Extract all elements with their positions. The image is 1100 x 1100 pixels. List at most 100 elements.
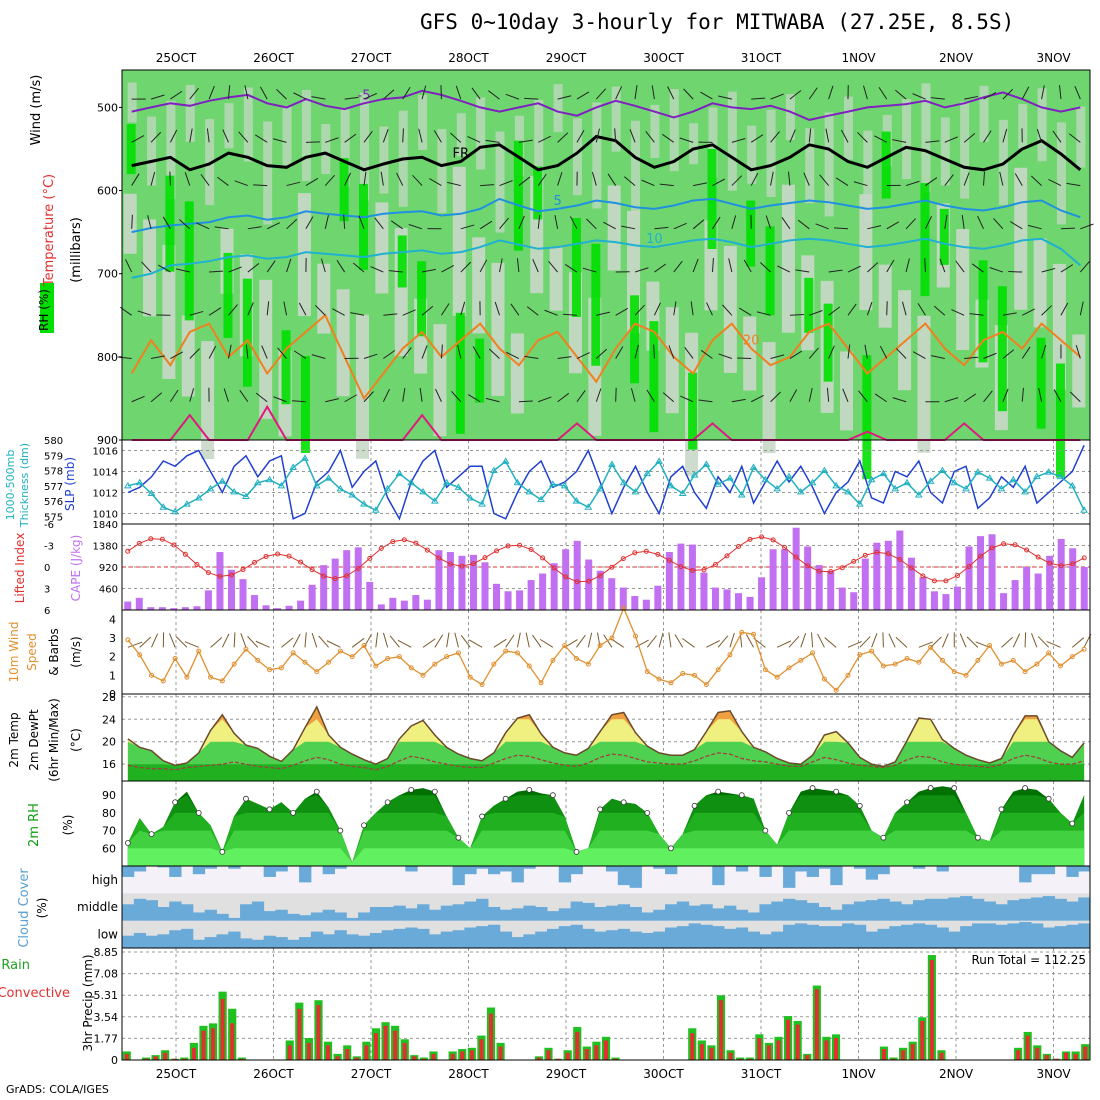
cloud-middle-bar (747, 912, 760, 921)
wind-barb (692, 219, 705, 230)
precip-convective-bar (373, 1033, 379, 1060)
cloud-low-bar (1007, 923, 1020, 948)
wind-speed-point (774, 674, 780, 680)
wind-barb (488, 348, 500, 359)
precip-convective-bar (901, 1050, 906, 1060)
rh-dry-cell (902, 99, 912, 180)
y-tick-label: 60 (102, 842, 116, 855)
precip-convective-bar (603, 1040, 609, 1060)
precip-convective-bar (910, 1044, 915, 1060)
rh-dry-cell (534, 99, 544, 189)
wind-barb (272, 138, 287, 143)
wind-barb (977, 215, 984, 230)
wind-barb (673, 301, 677, 316)
wind-speed-point (939, 657, 945, 663)
cloud-middle-bar (735, 909, 749, 921)
y-tick-label-left: 579 (44, 451, 63, 462)
wind-barb-10m (745, 633, 754, 648)
wind-speed-point (786, 665, 792, 671)
y-tick-label: 800 (97, 351, 118, 364)
wind-barb (402, 86, 411, 100)
wind-barb-10m (682, 638, 695, 648)
wind-barb (944, 136, 958, 143)
precip-convective-bar (124, 1053, 129, 1060)
rh-point (266, 806, 273, 813)
precip-convective-bar (556, 1058, 561, 1060)
rh-dry-cell (166, 100, 176, 199)
precip-convective-bar (287, 1045, 292, 1060)
wind-barb-10m (454, 632, 459, 648)
wind-barb (989, 267, 1004, 273)
wind-barb (912, 93, 926, 100)
wind-barb (789, 389, 798, 402)
y-tick-label: 2 (109, 651, 116, 664)
wind-barb (828, 269, 843, 273)
cloud-low-bar (381, 930, 395, 948)
rh-dry-cell (336, 289, 350, 397)
thickness-point (159, 503, 168, 510)
cape-bar (181, 607, 189, 610)
ylabel-thickness-unit: Thickness (dm) (18, 443, 31, 528)
y-tick-label-left: 576 (44, 497, 63, 508)
rh-dry-cell (940, 117, 950, 186)
y-tick-label: 1 (109, 669, 116, 682)
lifted-index-point (378, 545, 384, 551)
precip-convective-bar (786, 1019, 791, 1060)
wind-barb (363, 92, 377, 100)
thickness-point (737, 491, 746, 498)
cape-bar (838, 587, 846, 610)
cloud-middle-bar (983, 901, 997, 921)
lifted-index-point (367, 555, 373, 561)
wind-barb (537, 214, 541, 229)
cloud-middle-bar (122, 904, 135, 921)
wind-barb (315, 305, 326, 316)
cloud-middle-bar (216, 913, 229, 921)
ylabel-2m-temp: 2m Temp (7, 712, 21, 767)
thickness-point (667, 481, 675, 489)
wind-barb (460, 301, 466, 316)
cloud-middle-bar (334, 912, 347, 921)
wind-barb-10m (127, 641, 143, 648)
wind-barb (905, 258, 910, 273)
thickness-point (442, 478, 451, 486)
wind-barb (825, 128, 830, 143)
wind-barb-10m (576, 634, 586, 648)
cloud-middle-bar (1007, 900, 1020, 921)
wind-barb (283, 301, 288, 316)
y-tick-label: 24 (102, 713, 116, 726)
wind-barb-10m (422, 638, 436, 648)
wind-barb (933, 305, 946, 316)
ylabel-minmax: (6hr Min/Max) (47, 698, 61, 782)
wind-barb-10m (493, 638, 507, 648)
rh-dry-cell (162, 244, 176, 379)
wind-barb-10m (859, 636, 871, 648)
rh-dry-cell (185, 84, 195, 142)
wind-barb (795, 269, 810, 273)
wind-speed-point (137, 652, 143, 658)
precip-convective-bar (479, 1039, 484, 1060)
wind-barb-10m (811, 632, 814, 648)
wind-barb (131, 395, 145, 403)
wind-speed-point (869, 648, 875, 654)
rh-dry-cell (1076, 106, 1086, 168)
y-tick-label: 900 (97, 434, 118, 447)
cloud-middle-bar (653, 909, 666, 921)
thickness-point (407, 478, 416, 486)
rh-dry-cell (844, 96, 853, 160)
wind-barb-10m (175, 636, 188, 648)
thickness-point (301, 454, 309, 461)
cape-bar (735, 593, 743, 610)
wind-barb (184, 172, 191, 186)
wind-barb-10m (139, 636, 152, 648)
y-tick-label: 0 (109, 688, 116, 701)
wind-speed-point (208, 674, 214, 680)
rh-dry-cell (437, 129, 447, 214)
wind-barb-10m (888, 633, 896, 648)
wind-barb (460, 261, 472, 273)
cloud-low-bar (369, 932, 383, 948)
thickness-point (808, 478, 817, 486)
cloud-middle-bar (617, 904, 631, 921)
wind-barb (189, 128, 193, 143)
wind-barb (864, 344, 868, 359)
cape-bar (170, 608, 178, 610)
